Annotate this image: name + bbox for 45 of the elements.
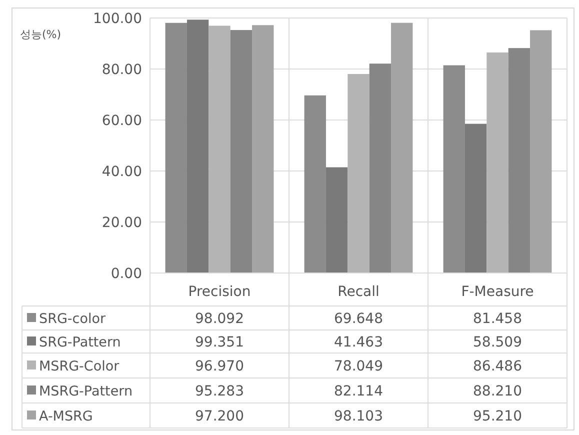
- y-tick-label: 40.00: [102, 164, 142, 180]
- data-label: 88.210: [473, 384, 522, 400]
- x-tick-label: F-Measure: [461, 284, 534, 300]
- data-label: 81.458: [473, 311, 522, 327]
- data-label: 78.049: [334, 358, 383, 374]
- legend-label: MSRG-Pattern: [39, 384, 132, 400]
- y-axis-title: 성능(%): [20, 28, 62, 41]
- bar: [326, 167, 348, 273]
- bar: [304, 95, 326, 273]
- legend-label: A-MSRG: [39, 408, 93, 424]
- bar: [252, 25, 274, 273]
- data-label: 99.351: [195, 334, 244, 350]
- data-label: 97.200: [195, 408, 244, 424]
- data-label: 98.103: [334, 408, 383, 424]
- data-label: 41.463: [334, 334, 383, 350]
- bar: [464, 124, 487, 273]
- y-tick-label: 60.00: [102, 113, 142, 129]
- bar: [369, 64, 392, 273]
- bar: [391, 22, 413, 273]
- bar: [230, 30, 252, 273]
- data-label: 69.648: [334, 311, 383, 327]
- bar: [348, 74, 370, 273]
- legend-label: MSRG-Color: [39, 358, 120, 374]
- bar: [508, 48, 530, 273]
- data-label: 95.210: [473, 408, 522, 424]
- y-tick-label: 80.00: [102, 62, 142, 78]
- legend-label: SRG-Pattern: [39, 334, 121, 350]
- bar: [165, 22, 187, 273]
- bar: [486, 52, 508, 273]
- bar: [186, 20, 209, 273]
- data-label: 82.114: [334, 384, 384, 400]
- data-label: 96.970: [195, 358, 244, 374]
- x-tick-label: Precision: [188, 284, 251, 300]
- bar: [208, 26, 230, 273]
- data-label: 58.509: [473, 334, 522, 350]
- y-tick-label: 100.00: [93, 11, 142, 27]
- y-tick-label: 20.00: [102, 215, 142, 231]
- legend-label: SRG-color: [39, 311, 106, 327]
- x-tick-label: Recall: [338, 284, 380, 300]
- bar: [530, 30, 552, 273]
- data-label: 98.092: [195, 311, 244, 327]
- bar: [443, 65, 465, 273]
- data-label: 95.283: [195, 384, 244, 400]
- y-tick-label: 0.00: [110, 266, 142, 282]
- data-label: 86.486: [473, 358, 522, 374]
